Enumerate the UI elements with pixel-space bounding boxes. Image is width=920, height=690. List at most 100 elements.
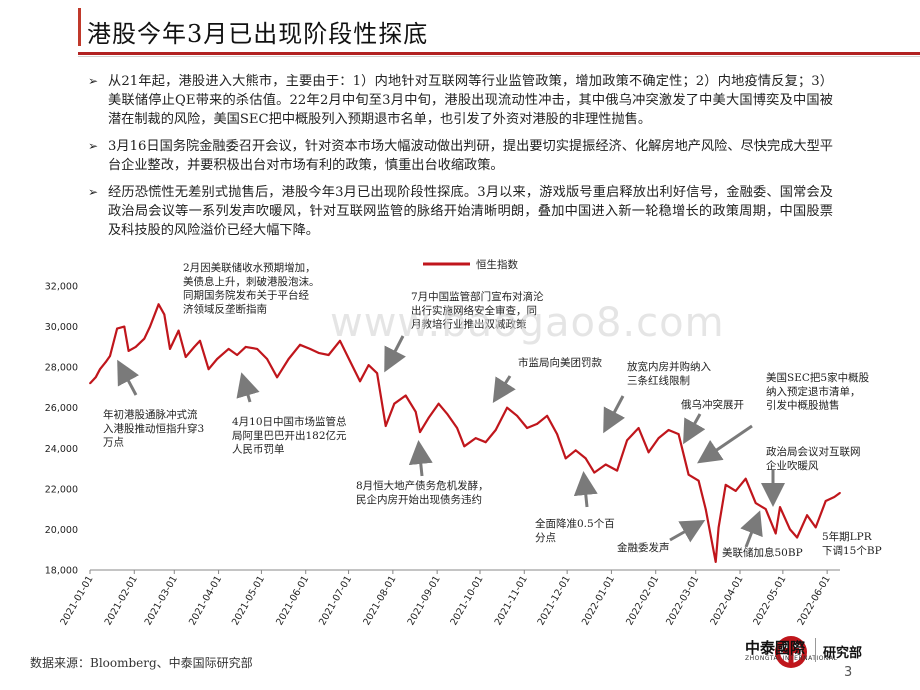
annotation-arrow-icon [683,413,706,445]
data-point [564,457,567,460]
x-tick-label: 2022-05-01 [751,574,788,627]
data-point [94,376,97,379]
data-point [184,356,187,358]
data-point [463,445,466,448]
logo-name: 中泰國際 [745,639,806,657]
x-tick-label: 2021-07-01 [317,574,354,627]
data-point [824,500,827,502]
y-axis: 32,000 30,000 28,000 26,000 24,000 22,000 20,0… [45,282,78,577]
y-tick-label: 20,000 [45,525,78,536]
data-point [149,325,151,328]
data-point [774,532,777,535]
annotation-arrow-icon [573,471,598,508]
page-title: 港股今年3月已出现阶段性探底 [87,20,429,48]
bullet-marker-icon: ➢ [88,74,99,88]
data-point [143,337,146,340]
annotation-text: 金融委发声 [617,541,670,554]
annotation-arrow-icon [492,375,516,404]
annotation: 美联储加息50BP [722,510,803,559]
annotation-text: 美国SEC把5家中概股 [766,371,870,384]
annotation-text: 政治局会议对互联网 [766,445,861,458]
data-point [456,427,459,429]
annotation-layer: 2月因美联储收水预期增加，美债息上升，刺破港股泡沫。同期国务院发布关于平台经济领… [103,261,882,559]
annotation-text: 人民币罚单 [232,444,285,456]
x-tick-label: 2021-03-01 [143,574,180,627]
data-point [647,451,650,454]
data-point [806,514,809,517]
data-point [437,402,440,405]
data-point [604,463,607,466]
data-point [207,368,210,371]
data-point [754,502,757,504]
x-tick-label: 2021-11-01 [493,574,530,627]
title-rule [78,52,920,55]
data-point [626,439,629,442]
data-point [616,469,619,472]
annotation: 市监局向美团罚款 [492,356,602,404]
data-point [494,429,497,431]
annotation-text: 万点 [103,437,124,449]
y-tick-label: 24,000 [45,444,78,455]
data-point [484,441,487,444]
data-point [419,431,421,433]
x-tick-label: 2022-02-01 [624,574,661,627]
x-axis: 2021-01-01 2021-02-01 2021-03-01 2021-04-01… [58,569,840,627]
annotation: 5年期LPR 下调15个BP [822,530,882,557]
data-point [789,528,791,531]
annotation: 8月恒大地产债务危机发酵，民企内房开始出现债务违约 [356,440,489,506]
annotation-text: 5年期LPR [822,530,873,543]
data-point [574,449,577,452]
data-point [376,372,379,375]
annotation-text: 俄乌冲突展开 [681,398,744,411]
annotation-text: 全面降准0.5个百 [535,517,615,530]
data-point [157,303,160,306]
x-tick-label: 2021-01-01 [58,574,95,627]
y-tick-label: 30,000 [45,322,78,333]
data-point [657,437,660,440]
x-tick-label: 2021-08-01 [361,574,398,627]
annotation-arrow-icon [236,372,260,403]
data-point [244,345,247,348]
data-point [697,479,700,482]
data-point [414,410,417,413]
data-point [546,414,549,417]
data-point [516,414,519,417]
bullet-item: ➢ 3月16日国务院金融委召开会议，针对资本市场大幅波动做出判研，提出要切实提振… [88,137,833,175]
bullet-text: 经历恐慌性无差别式抛售后，港股今年3月已出现阶段性探底。3月以来，游戏版号重启释… [108,185,833,238]
bullet-text: 3月16日国务院金融委召开会议，针对资本市场大幅波动做出判研，提出要切实提振经济… [108,139,833,173]
data-point [227,347,230,350]
data-point [163,313,166,316]
zhongtai-logo-icon [775,636,807,668]
x-tick-label: 2021-04-01 [187,574,224,627]
data-point [724,483,727,486]
bullet-item: ➢ 经历恐慌性无差别式抛售后，港股今年3月已出现阶段性探底。3月以来，游戏版号重… [88,183,833,240]
x-tick-label: 2022-06-01 [796,574,833,627]
data-point [714,560,717,563]
annotation-text: 8月恒大地产债务危机发酵， [356,479,489,492]
x-tick-label: 2021-10-01 [448,574,485,627]
data-point [474,437,477,440]
annotation-arrow-icon [603,395,626,434]
bullet-list: ➢ 从21年起，港股进入大熊市，主要由于：1）内地针对互联网等行业监管政策，增加… [88,72,833,248]
annotation-arrow-icon [697,424,753,464]
x-tick-label: 2021-02-01 [103,574,140,627]
legend-label: 恒生指数 [476,258,518,271]
data-point [127,350,130,352]
data-point [446,412,449,415]
annotation-arrow-icon [117,359,140,396]
annotation: 2月因美联储收水预期增加，美债息上升，刺破港股泡沫。同期国务院发布关于平台经济领… [183,261,320,315]
annotation-text: 入港股推动恒指升穿3 [103,422,204,435]
data-point [256,347,259,350]
data-point [393,402,396,405]
data-point [536,423,539,425]
data-point [287,358,290,360]
annotation-text: 美联储加息50BP [722,546,803,559]
data-point [104,361,107,363]
title-accent-bar [78,8,451,46]
data-point [556,433,559,435]
